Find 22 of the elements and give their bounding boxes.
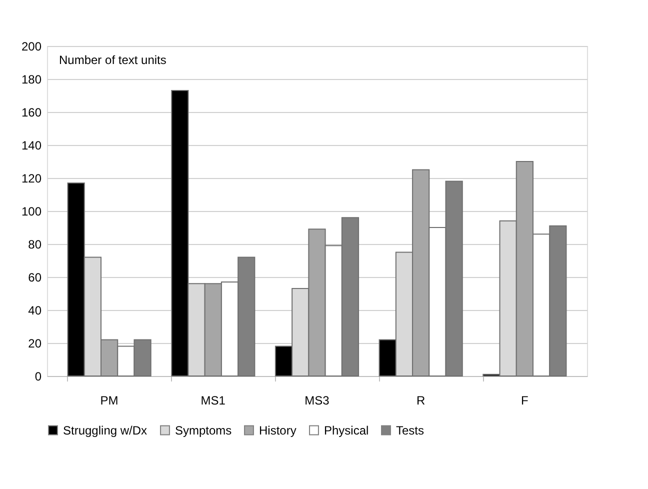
y-tick-label: 40 xyxy=(28,304,42,318)
x-tick-label: F xyxy=(521,394,528,408)
y-tick-label: 20 xyxy=(28,336,42,350)
legend-label: Symptoms xyxy=(175,423,232,438)
y-tick-label: 0 xyxy=(34,370,42,384)
legend-label: History xyxy=(259,423,296,438)
y-tick-label: 160 xyxy=(21,106,42,120)
y-tick-label: 60 xyxy=(28,270,42,284)
annotation: Number of text units xyxy=(59,53,166,67)
x-tick-label: MS3 xyxy=(304,394,330,408)
y-tick-label: 120 xyxy=(21,172,42,186)
legend-label: Physical xyxy=(324,423,369,438)
y-tick-label: 80 xyxy=(28,238,42,252)
y-tick-label: 180 xyxy=(21,72,42,86)
x-tick-label: R xyxy=(416,394,426,408)
x-tick-label: PM xyxy=(100,394,118,408)
y-tick-label: 100 xyxy=(21,204,42,218)
legend-label: Struggling w/Dx xyxy=(63,423,148,438)
x-tick-label: MS1 xyxy=(200,394,226,408)
legend-label: Tests xyxy=(396,423,424,438)
y-tick-label: 140 xyxy=(21,138,42,152)
y-tick-label: 200 xyxy=(21,40,42,54)
